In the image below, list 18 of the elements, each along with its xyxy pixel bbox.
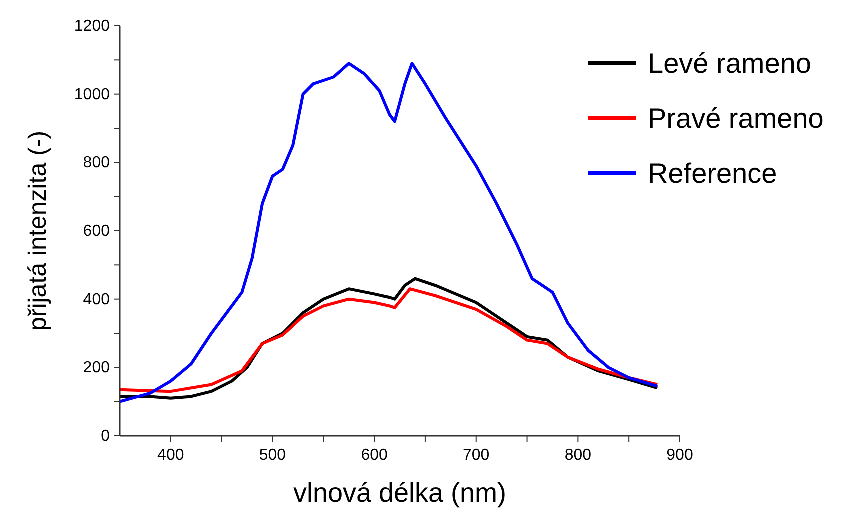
x-tick-label: 900 — [666, 447, 694, 464]
y-tick-label: 200 — [83, 360, 110, 377]
y-tick-label: 0 — [101, 428, 110, 445]
y-tick-label: 600 — [83, 223, 110, 240]
x-tick-label: 400 — [158, 447, 184, 464]
x-tick-label: 600 — [361, 447, 388, 464]
x-tick-label: 700 — [463, 447, 490, 464]
y-tick-label: 800 — [83, 154, 110, 172]
x-axis-title: vlnová délka (nm) — [293, 478, 507, 508]
x-tick-label: 800 — [564, 447, 592, 464]
legend-label: Levé rameno — [648, 48, 812, 79]
y-tick-label: 400 — [83, 291, 110, 308]
legend-label: Pravé rameno — [648, 103, 824, 134]
y-tick-label: 1000 — [74, 86, 110, 104]
legend-label: Reference — [648, 158, 778, 189]
y-tick-label: 1200 — [74, 18, 110, 35]
x-tick-label: 500 — [259, 447, 286, 464]
y-axis-title: přijatá intenzita (-) — [24, 130, 52, 332]
